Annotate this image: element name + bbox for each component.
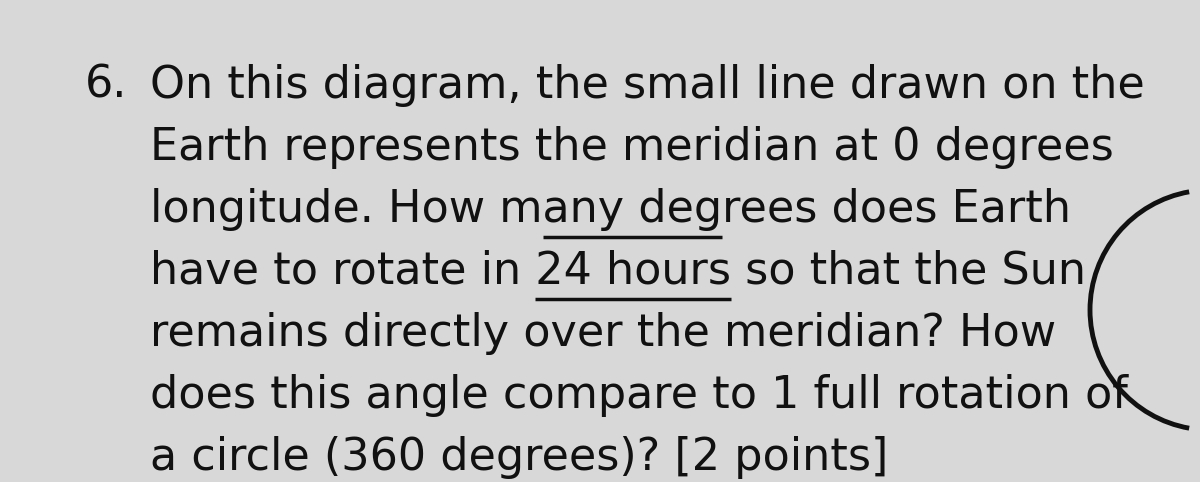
Text: longitude. How many degrees does Earth: longitude. How many degrees does Earth (150, 187, 1072, 230)
Text: remains directly over the meridian? How: remains directly over the meridian? How (150, 311, 1056, 355)
Text: have to rotate in 24 hours so that the Sun: have to rotate in 24 hours so that the S… (150, 250, 1086, 293)
Text: On this diagram, the small line drawn on the: On this diagram, the small line drawn on… (150, 64, 1145, 107)
Text: does this angle compare to 1 full rotation of: does this angle compare to 1 full rotati… (150, 374, 1128, 416)
Text: Earth represents the meridian at 0 degrees: Earth represents the meridian at 0 degre… (150, 126, 1114, 169)
Text: 6.: 6. (85, 64, 127, 107)
Text: a circle (360 degrees)? [2 points]: a circle (360 degrees)? [2 points] (150, 436, 888, 479)
